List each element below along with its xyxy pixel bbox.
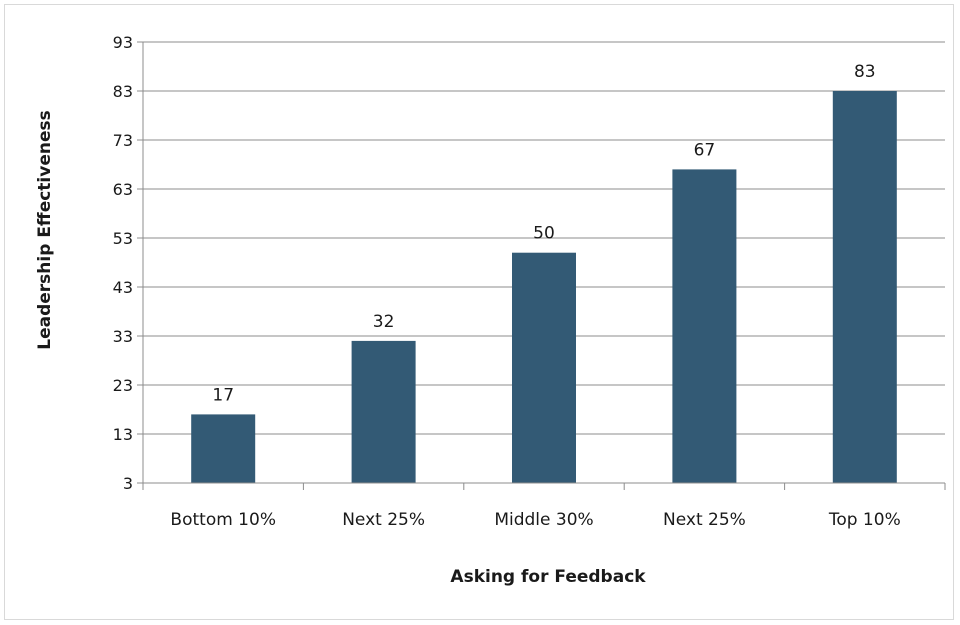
y-tick-label: 73 <box>113 131 133 150</box>
y-axis-title: Leadership Effectiveness <box>35 110 55 349</box>
x-category-label: Next 25% <box>342 510 425 530</box>
bar <box>351 340 416 483</box>
x-category-label: Top 10% <box>828 510 901 530</box>
data-labels: 17 32 50 67 83 <box>212 62 875 405</box>
y-tick-label: 43 <box>113 278 133 297</box>
y-tick-label: 33 <box>113 327 133 346</box>
bar <box>832 91 897 483</box>
y-tick-label: 83 <box>113 82 133 101</box>
bar <box>672 169 737 483</box>
x-category-label: Next 25% <box>663 510 746 530</box>
data-label: 67 <box>694 140 716 160</box>
data-label: 50 <box>533 224 555 244</box>
data-label: 17 <box>212 385 234 405</box>
data-label: 32 <box>373 312 395 332</box>
y-tick-label: 23 <box>113 376 133 395</box>
data-label: 83 <box>854 62 876 82</box>
x-category-label: Bottom 10% <box>170 510 276 530</box>
y-axis-ticks: 3 13 23 33 43 53 63 73 83 93 <box>113 33 144 493</box>
x-axis-title: Asking for Feedback <box>450 567 646 587</box>
y-tick-label: 63 <box>113 180 133 199</box>
x-category-label: Middle 30% <box>494 510 593 530</box>
y-tick-label: 53 <box>113 229 133 248</box>
x-axis: Bottom 10% Next 25% Middle 30% Next 25% Top … <box>142 482 946 530</box>
chart-frame <box>4 4 954 620</box>
y-tick-label: 13 <box>113 425 133 444</box>
y-tick-label: 3 <box>123 474 133 493</box>
gridlines <box>143 41 945 435</box>
bars <box>191 91 897 483</box>
bar <box>191 414 256 483</box>
y-tick-label: 93 <box>113 33 133 52</box>
bar <box>512 252 576 483</box>
